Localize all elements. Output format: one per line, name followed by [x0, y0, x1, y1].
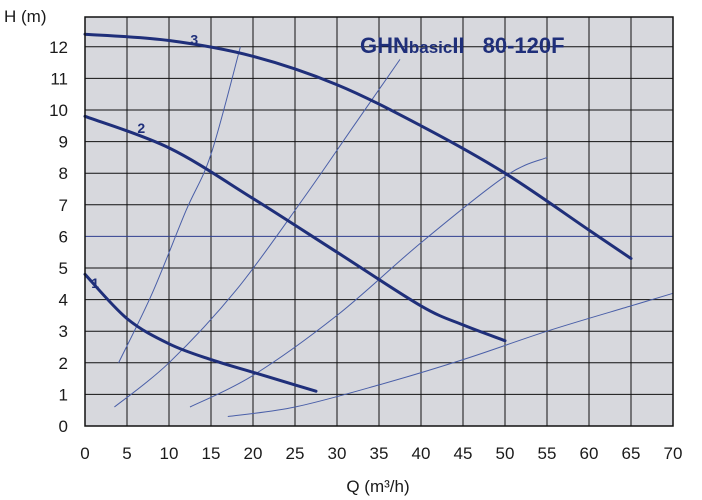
x-tick-label: 40: [412, 444, 431, 463]
title-model-text: 80-120F: [483, 33, 565, 58]
y-tick-label: 3: [59, 322, 68, 341]
plot-border: [84, 16, 674, 427]
grid: [84, 17, 674, 427]
y-tick-label: 6: [59, 227, 68, 246]
x-tick-label: 0: [80, 444, 89, 463]
y-tick-label: 10: [49, 101, 68, 120]
x-tick-label: 35: [370, 444, 389, 463]
system-curve: [227, 292, 674, 417]
y-tick-label: 8: [59, 164, 68, 183]
x-tick-label: 10: [160, 444, 179, 463]
x-tick-label: 30: [328, 444, 347, 463]
x-tick-label: 5: [122, 444, 131, 463]
pump-curve-3: [83, 32, 633, 260]
system-curve: [189, 156, 548, 408]
y-tick-label: 5: [59, 259, 68, 278]
title-small-text: basic: [409, 38, 452, 57]
y-tick-label: 1: [59, 385, 68, 404]
x-tick-label: 65: [622, 444, 641, 463]
pump-curve-1: [83, 272, 318, 393]
y-tick-label: 11: [50, 69, 68, 88]
y-tick-label: 2: [59, 354, 68, 373]
system-curve: [114, 59, 401, 408]
curve-label-1: 1: [91, 275, 99, 291]
title-main-text: GHN: [360, 33, 409, 58]
x-tick-label: 15: [202, 444, 221, 463]
y-tick-label: 0: [59, 417, 68, 436]
x-axis-title: Q (m³/h): [346, 477, 409, 496]
x-tick-label: 25: [286, 444, 305, 463]
curve-label-3: 3: [190, 31, 198, 47]
title-suffix-text: II: [452, 33, 464, 58]
x-tick-label: 50: [496, 444, 515, 463]
y-tick-label: 12: [49, 38, 68, 57]
system-curve: [118, 46, 241, 364]
x-tick-label: 20: [244, 444, 263, 463]
chart-title: GHNbasicII 80-120F: [360, 33, 565, 58]
x-tick-label: 45: [454, 444, 473, 463]
x-tick-label: 60: [580, 444, 599, 463]
x-tick-label: 55: [538, 444, 557, 463]
x-tick-label: 70: [664, 444, 683, 463]
y-tick-label: 4: [59, 291, 68, 310]
x-tick-labels: 0 5 10 15 20 25 30 35 40 45 50 55 60 65 70: [80, 444, 682, 463]
y-tick-label: 9: [59, 133, 68, 152]
pump-curves: 1 2 3: [83, 31, 633, 393]
curve-label-2: 2: [137, 120, 145, 136]
y-tick-label: 7: [59, 196, 68, 215]
pump-curve-2: [83, 114, 507, 343]
y-axis-title: H (m): [4, 7, 46, 26]
system-curves: [114, 46, 674, 417]
